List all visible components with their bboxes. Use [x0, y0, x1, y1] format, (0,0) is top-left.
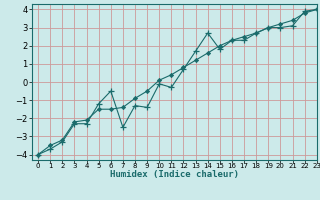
X-axis label: Humidex (Indice chaleur): Humidex (Indice chaleur) [110, 170, 239, 179]
